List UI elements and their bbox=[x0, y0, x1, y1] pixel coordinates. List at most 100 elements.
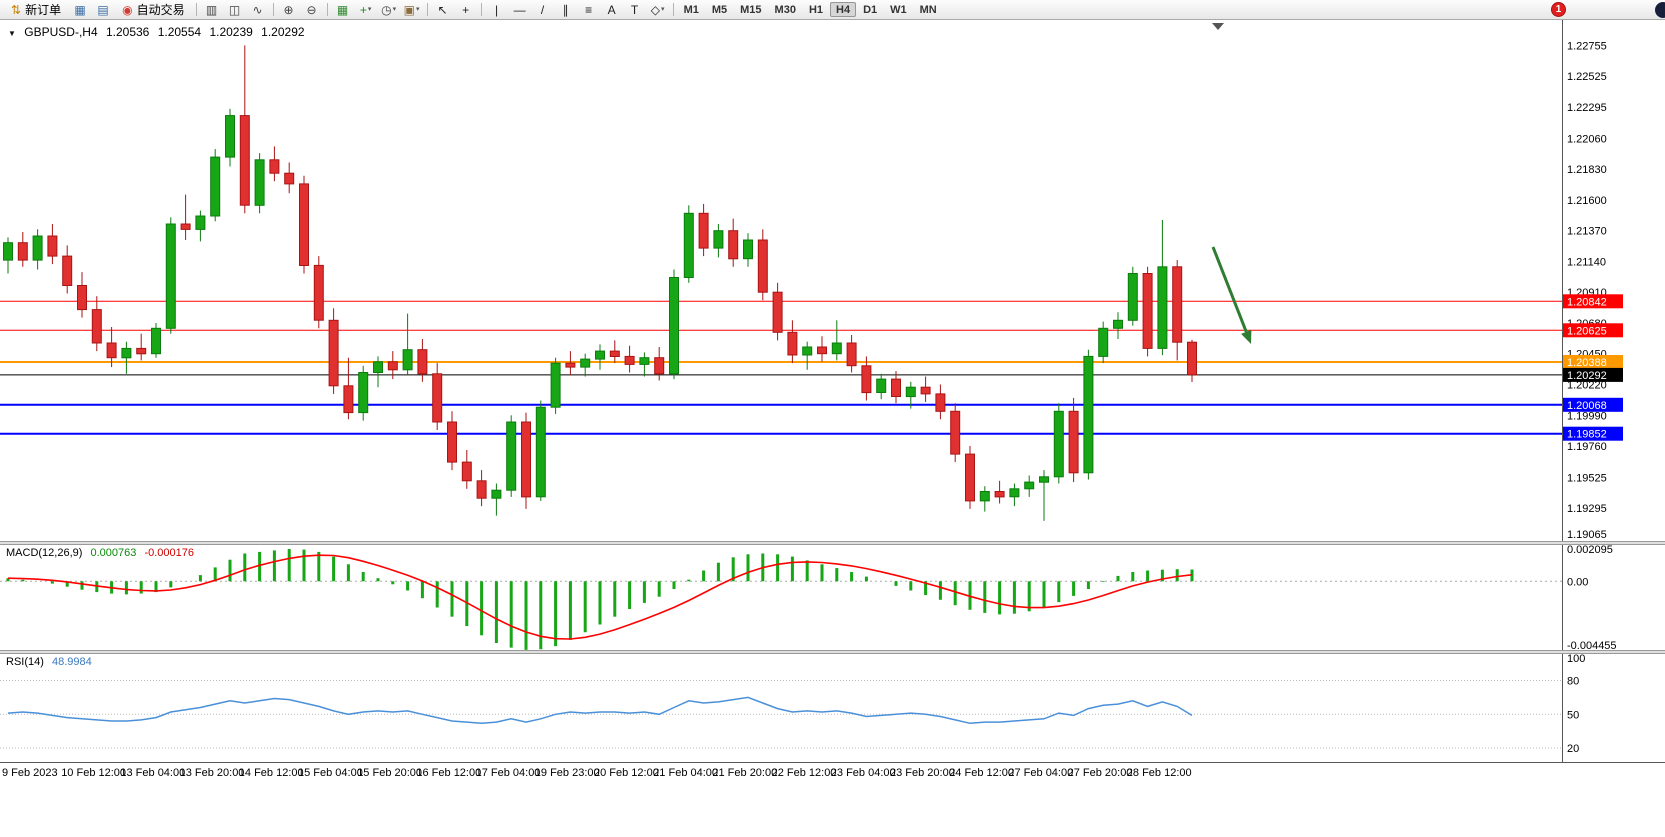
svg-text:1.19852: 1.19852 bbox=[1567, 429, 1607, 441]
timeframe-m30[interactable]: M30 bbox=[769, 2, 802, 17]
trend-arrow-head bbox=[1241, 329, 1252, 344]
bar-chart-icon: ▥ bbox=[205, 2, 218, 17]
price-axis[interactable]: 1.22755 1.22525 1.22295 1.22060 1.21830 1.216… bbox=[1563, 40, 1623, 541]
fibonacci-icon[interactable]: ≡ bbox=[578, 1, 600, 18]
svg-text:1.20068: 1.20068 bbox=[1567, 400, 1607, 412]
svg-text:1.22755: 1.22755 bbox=[1567, 40, 1607, 52]
ohlc-open: 1.20536 bbox=[105, 25, 150, 39]
navigator-icon[interactable]: ▤ bbox=[92, 1, 114, 18]
main-toolbar: ⇅ 新订单 ▦ ▤ ◉ 自动交易 ▥ ◫ ∿ ⊕ ⊖ ▦ + ▾ ◷ ▾ ▣ ▾ ↖ + | — / ∥ ≡ A T ◇ ▾ M1 M5 M1… bbox=[0, 0, 1665, 20]
indicators-icon[interactable]: + ▾ bbox=[355, 1, 377, 18]
timeframe-h1[interactable]: H1 bbox=[803, 2, 829, 17]
notification-badge[interactable]: 1 bbox=[1551, 2, 1566, 17]
crosshair-icon[interactable]: + bbox=[455, 1, 477, 18]
trend-arrow[interactable] bbox=[1211, 246, 1248, 333]
svg-text:13 Feb 20:00: 13 Feb 20:00 bbox=[180, 767, 245, 779]
timeframe-mn[interactable]: MN bbox=[914, 2, 943, 17]
line-chart-icon[interactable]: ∿ bbox=[247, 1, 269, 18]
cursor-icon[interactable]: ↖ bbox=[432, 1, 454, 18]
timeframe-h4[interactable]: H4 bbox=[830, 2, 857, 17]
price-badge: 1.20068 bbox=[1563, 397, 1623, 412]
autotrading-button-label: 自动交易 bbox=[136, 3, 185, 17]
timeframe-m1[interactable]: M1 bbox=[678, 2, 705, 17]
text-icon: A bbox=[607, 2, 616, 17]
svg-text:1.19760: 1.19760 bbox=[1567, 441, 1607, 453]
dropdown-arrow-icon: ▾ bbox=[415, 6, 420, 13]
svg-text:10 Feb 12:00: 10 Feb 12:00 bbox=[61, 767, 126, 779]
svg-text:-0.004455: -0.004455 bbox=[1567, 640, 1617, 652]
tile-windows-icon[interactable]: ▦ bbox=[332, 1, 354, 18]
navigator-icon: ▤ bbox=[97, 2, 109, 17]
arrows-icon[interactable]: ◇ ▾ bbox=[647, 1, 669, 18]
new-order-button[interactable]: ⇅ 新订单 bbox=[4, 1, 68, 18]
price-axis-separator bbox=[1562, 20, 1563, 762]
toolbar-separator bbox=[480, 3, 482, 16]
timeframe-m15[interactable]: M15 bbox=[734, 2, 767, 17]
arrows-icon: ◇ bbox=[650, 2, 660, 17]
rsi-value: 48.9984 bbox=[51, 656, 92, 668]
text-label-icon[interactable]: T bbox=[624, 1, 646, 18]
ohlc-high: 1.20554 bbox=[157, 25, 202, 39]
chart-title-line: ▼ GBPUSD-,H4 1.20536 1.20554 1.20239 1.2… bbox=[8, 25, 310, 39]
zoom-out-icon[interactable]: ⊖ bbox=[301, 1, 323, 18]
templates-icon[interactable]: ▣ ▾ bbox=[401, 1, 423, 18]
fibonacci-icon: ≡ bbox=[585, 2, 593, 17]
price-badge: 1.20842 bbox=[1563, 294, 1623, 309]
chart-shift-marker[interactable] bbox=[1212, 23, 1224, 30]
periods-icon[interactable]: ◷ ▾ bbox=[378, 1, 400, 18]
toolbar-separator bbox=[326, 3, 328, 16]
zoom-out-icon: ⊖ bbox=[306, 2, 317, 17]
svg-text:1.20388: 1.20388 bbox=[1567, 357, 1607, 369]
chart-menu-icon[interactable]: ▼ bbox=[8, 29, 16, 38]
svg-text:28 Feb 12:00: 28 Feb 12:00 bbox=[1127, 767, 1192, 779]
svg-text:22 Feb 12:00: 22 Feb 12:00 bbox=[772, 767, 837, 779]
candles-layer bbox=[3, 45, 1197, 521]
toolbar-separator bbox=[272, 3, 274, 16]
dropdown-arrow-icon: ▾ bbox=[660, 6, 665, 13]
svg-text:1.22525: 1.22525 bbox=[1567, 71, 1607, 83]
price-badge: 1.20388 bbox=[1563, 355, 1623, 369]
toolbar-separator bbox=[426, 3, 428, 16]
svg-text:1.21830: 1.21830 bbox=[1567, 164, 1607, 176]
zoom-in-icon[interactable]: ⊕ bbox=[278, 1, 300, 18]
bar-chart-icon[interactable]: ▥ bbox=[201, 1, 223, 18]
svg-text:1.21140: 1.21140 bbox=[1567, 256, 1606, 268]
svg-text:1.19525: 1.19525 bbox=[1567, 473, 1607, 485]
rsi-line bbox=[7, 696, 1193, 725]
vertical-line-icon[interactable]: | bbox=[486, 1, 508, 18]
new-order-icon: ⇅ bbox=[11, 2, 22, 17]
channel-icon[interactable]: ∥ bbox=[555, 1, 577, 18]
rsi-panel-divider[interactable] bbox=[0, 650, 1665, 654]
svg-text:0.002095: 0.002095 bbox=[1567, 544, 1613, 556]
svg-text:23 Feb 04:00: 23 Feb 04:00 bbox=[831, 767, 896, 779]
autotrading-icon: ◉ bbox=[122, 2, 133, 17]
svg-text:0.00: 0.00 bbox=[1567, 576, 1588, 588]
autotrading-button[interactable]: ◉ 自动交易 bbox=[115, 1, 192, 18]
cursor-icon: ↖ bbox=[437, 2, 448, 17]
tile-windows-icon: ▦ bbox=[336, 2, 349, 17]
market-watch-icon: ▦ bbox=[74, 2, 86, 17]
market-watch-icon[interactable]: ▦ bbox=[69, 1, 91, 18]
horizontal-line-icon: — bbox=[513, 2, 526, 17]
price-badge: 1.20292 bbox=[1563, 367, 1623, 382]
indicators-icon: + bbox=[359, 2, 367, 17]
timeframe-d1[interactable]: D1 bbox=[857, 2, 883, 17]
macd-panel-divider[interactable] bbox=[0, 541, 1665, 545]
vertical-line-icon: | bbox=[495, 2, 499, 17]
svg-text:27 Feb 04:00: 27 Feb 04:00 bbox=[1008, 767, 1073, 779]
hlines-layer[interactable] bbox=[0, 300, 1562, 435]
macd-value: 0.000763 bbox=[90, 547, 137, 559]
svg-text:15 Feb 20:00: 15 Feb 20:00 bbox=[357, 767, 422, 779]
macd-label-line: MACD(12,26,9) 0.000763 -0.000176 bbox=[6, 547, 199, 559]
text-icon[interactable]: A bbox=[601, 1, 623, 18]
candlestick-chart-icon[interactable]: ◫ bbox=[224, 1, 246, 18]
timeframe-m5[interactable]: M5 bbox=[706, 2, 733, 17]
horizontal-line-icon[interactable]: — bbox=[509, 1, 531, 18]
timeframe-w1[interactable]: W1 bbox=[884, 2, 913, 17]
svg-text:20: 20 bbox=[1567, 743, 1579, 755]
svg-text:100: 100 bbox=[1567, 653, 1585, 665]
trendline-icon[interactable]: / bbox=[532, 1, 554, 18]
